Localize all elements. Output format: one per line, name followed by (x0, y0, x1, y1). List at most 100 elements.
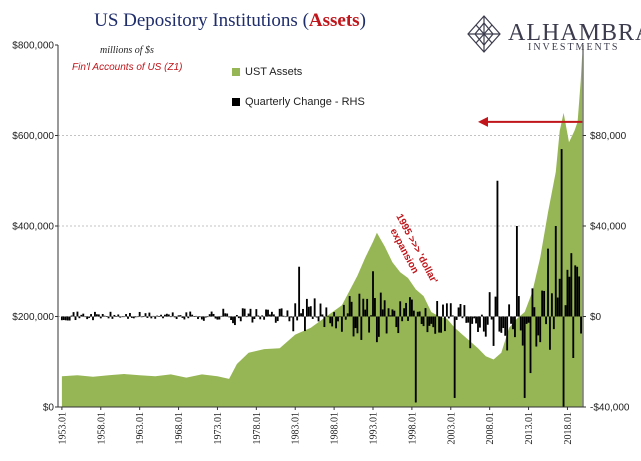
quarterly-change-bar (340, 316, 343, 332)
quarterly-change-bar (202, 316, 205, 321)
quarterly-change-bar (434, 316, 437, 334)
quarterly-change-bar (352, 316, 355, 337)
quarterly-change-bar (416, 311, 419, 317)
quarterly-change-bar (360, 316, 363, 340)
quarterly-change-bar (560, 149, 563, 317)
quarterly-change-bar (181, 316, 184, 318)
quarterly-change-bar (368, 316, 371, 333)
quarterly-change-bar (222, 308, 225, 317)
quarterly-change-bar (210, 311, 213, 317)
quarterly-change-bar (311, 316, 314, 319)
quarterly-change-bar (467, 316, 470, 323)
ust-assets-area (61, 54, 583, 407)
quarterly-change-bar (350, 301, 353, 317)
legend-item-quarterly-change: Quarterly Change - RHS (232, 96, 365, 108)
quarterly-change-bar (278, 308, 281, 317)
quarterly-change-bar (274, 316, 277, 323)
x-tick-label: 1998.01 (407, 412, 418, 445)
x-tick-label: 2008.01 (485, 412, 496, 445)
quarterly-change-bar (321, 314, 324, 317)
quarterly-change-bar (132, 316, 135, 319)
quarterly-change-bar (263, 316, 266, 320)
quarterly-change-bar (401, 316, 404, 322)
quarterly-change-bar (267, 309, 269, 317)
quarterly-change-bar (259, 316, 262, 320)
quarterly-change-bar (232, 316, 234, 324)
quarterly-change-bar (158, 315, 161, 317)
quarterly-change-bar (235, 314, 238, 317)
quarterly-change-bar (191, 314, 194, 317)
quarterly-change-bar (432, 316, 435, 328)
quarterly-change-bar (66, 316, 69, 321)
right-tick-label: $40,000 (590, 222, 627, 233)
x-tick-label: 1958.01 (96, 412, 107, 445)
x-tick-label: 1988.01 (330, 412, 341, 445)
quarterly-change-bar (549, 316, 551, 350)
quarterly-change-bar (121, 316, 124, 318)
quarterly-change-bar (403, 308, 406, 317)
quarterly-change-bar (167, 314, 170, 317)
quarterly-change-bar (276, 316, 279, 322)
quarterly-change-bar (169, 316, 172, 318)
quarterly-change-bar (479, 316, 481, 328)
quarterly-change-bar (533, 307, 536, 317)
quarterly-change-bar (566, 269, 569, 317)
quarterly-change-bar (282, 315, 285, 317)
quarterly-change-bar (164, 314, 166, 317)
quarterly-change-bar (578, 276, 581, 317)
quarterly-change-bar (496, 180, 499, 317)
quarterly-change-bar (510, 316, 512, 324)
left-tick-label: $400,000 (12, 222, 54, 233)
quarterly-change-bar (387, 308, 390, 317)
quarterly-change-bar (84, 316, 87, 318)
quarterly-change-bar (412, 310, 415, 317)
quarterly-change-bar (134, 316, 137, 318)
quarterly-change-bar (146, 316, 149, 318)
quarterly-change-bar (298, 266, 301, 317)
quarterly-change-bar (440, 316, 442, 333)
quarterly-change-bar (119, 316, 122, 318)
quarterly-change-bar (358, 293, 361, 317)
quarterly-change-bar (103, 315, 106, 317)
quarterly-change-bar (82, 313, 85, 317)
quarterly-change-bar (438, 316, 441, 333)
quarterly-change-bar (381, 309, 384, 317)
quarterly-change-bar (451, 315, 454, 317)
quarterly-change-bar (179, 315, 182, 317)
x-tick-label: 1968.01 (174, 412, 185, 445)
quarterly-change-bar (554, 226, 557, 317)
quarterly-change-bar (329, 316, 332, 324)
quarterly-change-bar (410, 299, 413, 317)
quarterly-change-bar (241, 308, 244, 317)
quarterly-change-bar (302, 308, 304, 317)
quarterly-change-bar (512, 316, 514, 330)
left-tick-label: $0 (43, 403, 55, 414)
quarterly-change-bar (459, 304, 462, 317)
quarterly-change-bar (529, 316, 532, 374)
quarterly-change-bar (502, 316, 505, 329)
quarterly-change-bar (409, 297, 411, 317)
quarterly-change-bar (477, 316, 479, 332)
chart-title-main: US Depository Institutions ( (94, 10, 309, 31)
quarterly-change-bar (187, 316, 190, 319)
quarterly-change-bar (95, 314, 98, 317)
quarterly-change-bar (519, 316, 522, 331)
left-tick-label: $600,000 (12, 131, 54, 142)
quarterly-change-bar (488, 292, 491, 317)
chart-title: US Depository Institutions (Assets) (0, 10, 460, 32)
quarterly-change-bar (457, 307, 460, 317)
quarterly-change-bar (480, 314, 483, 317)
quarterly-change-bar (370, 315, 372, 317)
quarterly-change-bar (197, 316, 199, 320)
quarterly-change-bar (504, 316, 507, 336)
right-tick-label: -$40,000 (590, 403, 630, 414)
quarterly-change-bar (309, 306, 312, 317)
quarterly-change-bar (101, 313, 104, 317)
quarterly-change-bar (552, 316, 555, 330)
quarterly-change-bar (570, 253, 573, 317)
x-tick-label: 1953.01 (57, 412, 68, 445)
quarterly-change-bar (463, 305, 466, 317)
quarterly-change-bar (545, 316, 547, 325)
quarterly-change-bar (515, 226, 518, 317)
quarterly-change-bar (90, 314, 92, 317)
